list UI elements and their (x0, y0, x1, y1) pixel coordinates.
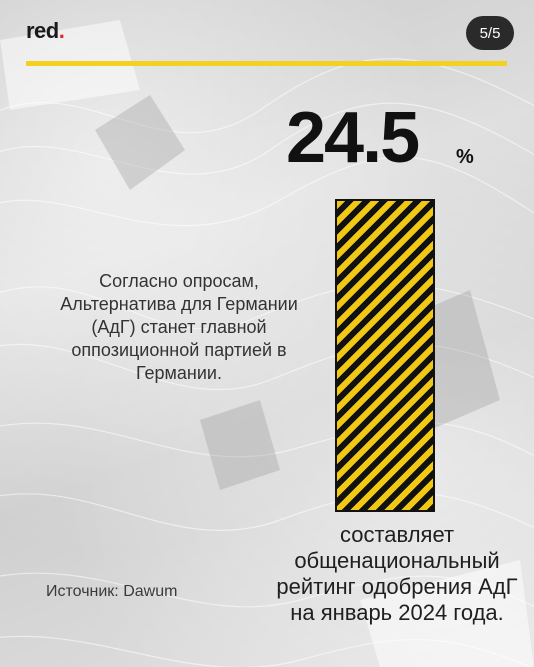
stat-bar (335, 199, 435, 512)
stat-unit: % (456, 146, 474, 168)
brand-name: red (26, 18, 59, 43)
stat-value: 24.5 (286, 98, 420, 178)
brand-dot: . (58, 18, 65, 43)
brand-logo: red. (26, 18, 65, 44)
page-indicator: 5/5 (466, 16, 514, 50)
stat-caption: составляет общенациональный рейтинг одоб… (276, 522, 518, 625)
header-divider (26, 61, 507, 66)
description-text: Согласно опросам, Альтернатива для Герма… (60, 271, 298, 383)
source-note: Источник: Dawum (46, 583, 178, 600)
